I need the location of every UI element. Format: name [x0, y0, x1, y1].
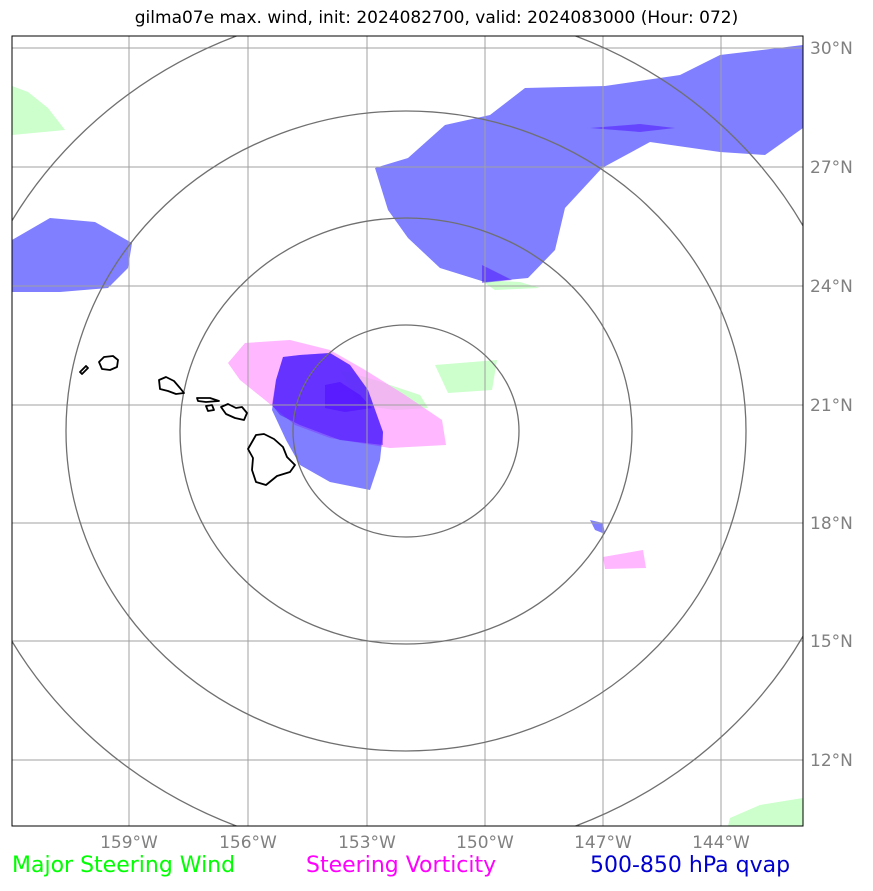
lat-label: 21°N: [810, 396, 853, 416]
graticule: [12, 36, 803, 826]
coastlines: [79, 355, 296, 486]
qvap-dark-streak: [590, 124, 675, 132]
ring-1: [292, 324, 520, 538]
lat-label: 15°N: [810, 632, 853, 652]
lon-label: 147°W: [574, 833, 632, 853]
qvap-area-center: [272, 353, 383, 490]
legend-qvap: 500-850 hPa qvap: [590, 853, 791, 878]
island-lanai: [205, 404, 215, 412]
wind-area-se: [728, 798, 803, 826]
qvap-dark-center: [272, 353, 383, 445]
legend-steering-wind: Major Steering Wind: [12, 853, 236, 878]
longitude-labels: 159°W 156°W 153°W 150°W 147°W 144°W: [100, 833, 750, 853]
lon-label: 156°W: [219, 833, 277, 853]
wind-area-north: [480, 280, 540, 290]
qvap-areas: [12, 45, 803, 534]
lon-label: 153°W: [338, 833, 396, 853]
vorticity-area-se: [603, 550, 646, 569]
legend-steering-vorticity: Steering Vorticity: [306, 853, 497, 878]
ring-3: [65, 110, 747, 752]
wind-area-east: [435, 360, 497, 393]
island-maui: [220, 403, 248, 421]
qvap-area-north-band: [375, 45, 803, 282]
ring-2: [179, 217, 633, 645]
island-molokai: [196, 397, 220, 403]
wind-area-nw: [12, 86, 65, 135]
lon-label: 150°W: [456, 833, 514, 853]
island-oahu: [158, 376, 185, 395]
latitude-labels: 30°N 27°N 24°N 21°N 18°N 15°N 12°N: [810, 39, 853, 771]
lon-label: 144°W: [692, 833, 750, 853]
lat-label: 18°N: [810, 514, 853, 534]
lon-label: 159°W: [100, 833, 158, 853]
island-niihau: [79, 365, 89, 375]
lat-label: 24°N: [810, 277, 853, 297]
lat-label: 12°N: [810, 751, 853, 771]
lat-label: 27°N: [810, 158, 853, 178]
island-big-island: [247, 433, 296, 486]
island-kauai: [98, 355, 119, 371]
map-frame: [11, 35, 804, 827]
map-title: gilma07e max. wind, init: 2024082700, va…: [134, 8, 739, 28]
distance-rings: [12, 36, 803, 826]
lat-label: 30°N: [810, 39, 853, 59]
qvap-dark-spot: [482, 265, 512, 283]
qvap-area-west: [12, 218, 132, 292]
